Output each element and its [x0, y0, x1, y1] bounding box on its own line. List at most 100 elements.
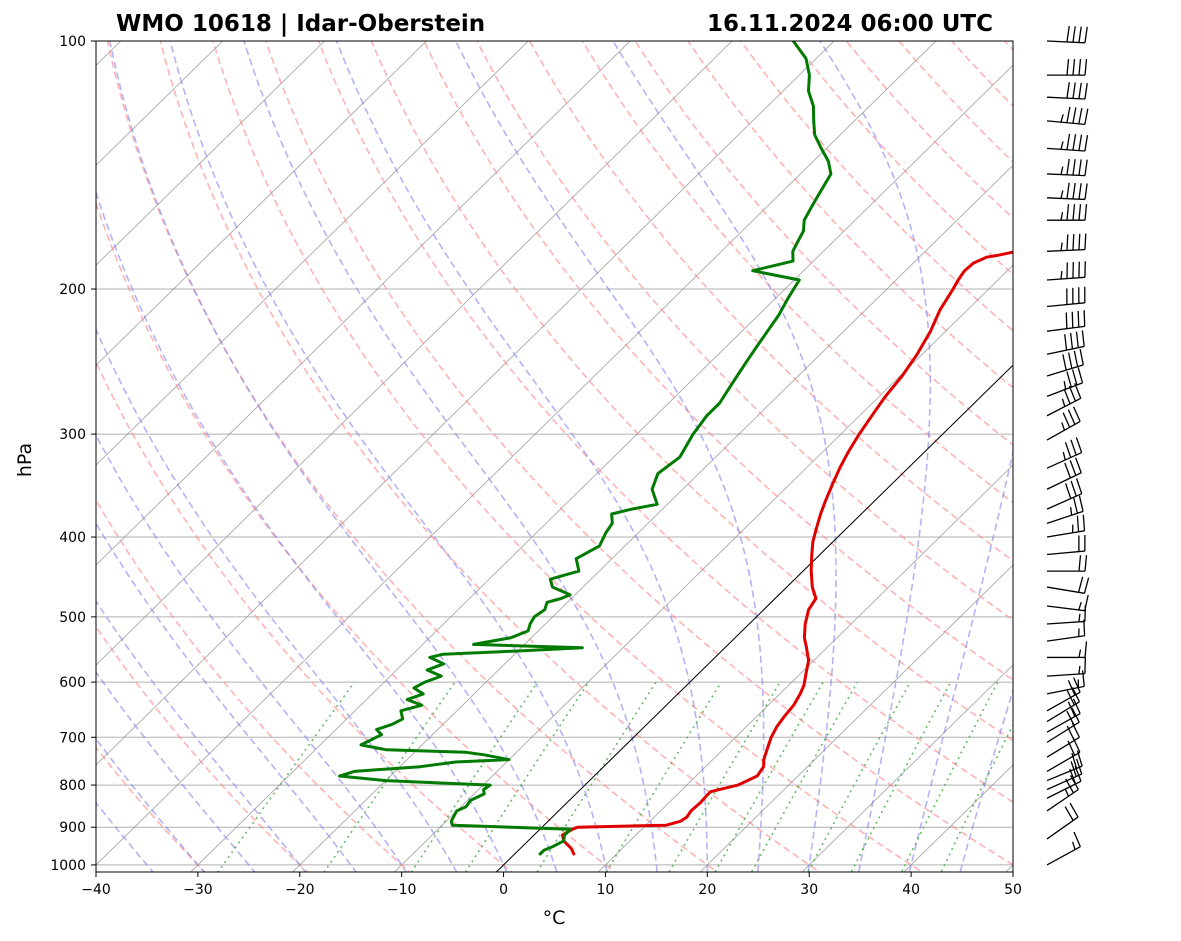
wind-barb-full-tick	[1078, 204, 1082, 221]
isotherm--30	[190, 64, 1013, 872]
wind-barb-shaft	[1046, 846, 1081, 866]
wind-barb-full-tick	[1069, 802, 1079, 818]
moist-adiabat-45	[959, 687, 1013, 872]
wind-barb-shaft	[1046, 773, 1082, 791]
wind-barb-full-tick	[1079, 348, 1084, 365]
mixing-ratio-5	[536, 681, 657, 872]
wind-barb-full-tick	[1064, 442, 1072, 458]
wind-barb-full-tick	[1078, 183, 1082, 200]
wind-barb-full-tick	[1077, 367, 1084, 384]
wind-barb-full-tick	[1084, 204, 1088, 221]
wind-barb-full-tick	[1084, 555, 1088, 572]
x-tick-label: −10	[387, 882, 417, 898]
x-axis-label: °C	[543, 907, 566, 929]
wind-barb-half-tick	[1078, 665, 1081, 675]
wind-barb-full-tick	[1081, 330, 1085, 347]
wind-barb-full-tick	[1084, 83, 1088, 100]
wind-barb-shaft	[1046, 302, 1085, 308]
pressure-gridlines	[96, 41, 1013, 866]
moist-adiabats	[96, 41, 1013, 872]
wind-barb-full-tick	[1071, 707, 1080, 723]
wind-barb-full-tick	[1075, 457, 1082, 473]
wind-barb	[1046, 831, 1081, 866]
wind-barb	[1046, 437, 1083, 469]
wind-barb-full-tick	[1077, 311, 1080, 328]
wind-barb	[1046, 657, 1086, 677]
x-tick-label: 40	[902, 882, 920, 898]
dry-adiabat-30	[159, 41, 821, 872]
wind-barb-full-tick	[1072, 698, 1081, 714]
wind-barb-full-tick	[1075, 758, 1083, 775]
wind-barb-full-tick	[1067, 352, 1073, 369]
y-tick-label: 400	[59, 530, 86, 546]
isotherm--90	[96, 41, 428, 366]
wind-barb-full-tick	[1067, 701, 1076, 717]
wind-barb	[1046, 514, 1086, 538]
wind-barb-full-tick	[1083, 577, 1090, 594]
wind-barb-full-tick	[1073, 831, 1081, 847]
wind-barb	[1046, 576, 1090, 594]
wind-barb-shaft	[1046, 382, 1083, 398]
wind-barb	[1046, 367, 1084, 398]
x-tick-label: −20	[285, 882, 315, 898]
isotherm--60	[96, 41, 733, 666]
wind-barb-full-tick	[1078, 59, 1082, 76]
wind-barb-full-tick	[1072, 204, 1076, 221]
wind-barb-shaft	[1046, 276, 1085, 281]
wind-barb-full-tick	[1066, 82, 1070, 99]
wind-barb	[1046, 158, 1088, 177]
isotherm-zero	[495, 364, 1013, 872]
wind-barb-full-tick	[1066, 133, 1071, 150]
wind-barb-full-tick	[1071, 752, 1078, 769]
wind-barb-full-tick	[1075, 331, 1079, 348]
wind-barb-shaft	[1046, 685, 1085, 695]
wind-barb	[1047, 555, 1088, 572]
wind-barb	[1047, 59, 1088, 76]
plot-frame	[95, 40, 1014, 873]
x-tick-label: −40	[81, 882, 111, 898]
wind-barb-shaft	[1046, 605, 1085, 612]
dry-adiabat-50	[264, 41, 1013, 866]
isotherm--80	[96, 41, 529, 466]
wind-barb-full-tick	[1064, 334, 1068, 351]
wind-barb-full-tick	[1083, 619, 1086, 636]
moist-adiabat-15	[243, 41, 658, 872]
wind-barb	[1046, 310, 1086, 332]
mixing-ratio-lines	[217, 681, 1013, 872]
wind-barb-half-tick	[1060, 114, 1064, 123]
moist-adiabat-30	[612, 41, 837, 872]
wind-barb	[1046, 233, 1087, 252]
x-tick-label: 50	[1004, 882, 1022, 898]
wind-barb-full-tick	[1078, 233, 1081, 250]
wind-barb-full-tick	[1084, 59, 1088, 76]
wind-barb-shaft	[1046, 712, 1081, 733]
wind-barb-full-tick	[1062, 354, 1067, 371]
wind-barb-half-tick	[1060, 190, 1064, 199]
wind-barb-full-tick	[1078, 495, 1084, 512]
wind-barb-full-tick	[1066, 204, 1070, 221]
wind-barb-full-tick	[1072, 59, 1076, 76]
moist-adiabat-0	[96, 189, 508, 872]
y-tick-label: 100	[59, 34, 86, 50]
wind-barb	[1046, 261, 1086, 281]
wind-barb-half-tick	[1060, 141, 1064, 150]
dry-adiabat-0	[96, 360, 514, 872]
dry-adiabats	[96, 41, 1013, 872]
wind-barb-shaft	[1046, 173, 1085, 177]
moist-adiabat-5	[109, 41, 558, 872]
wind-barb	[1046, 82, 1088, 100]
wind-barb-half-tick	[1078, 602, 1082, 611]
mixing-ratio-8	[605, 681, 722, 872]
moist-adiabat-25	[455, 41, 765, 872]
mixing-ratio-28	[807, 681, 912, 872]
mixing-ratio-16	[714, 681, 824, 872]
y-axis-label: hPa	[14, 443, 36, 477]
wind-barb-half-tick	[1060, 242, 1063, 251]
wind-barb	[1046, 594, 1089, 612]
wind-barb-shaft	[1046, 635, 1085, 642]
wind-barb-shaft	[1046, 420, 1081, 441]
wind-barb	[1046, 330, 1085, 355]
dry-adiabat-10	[96, 200, 616, 872]
sounding-series	[338, 41, 1013, 856]
